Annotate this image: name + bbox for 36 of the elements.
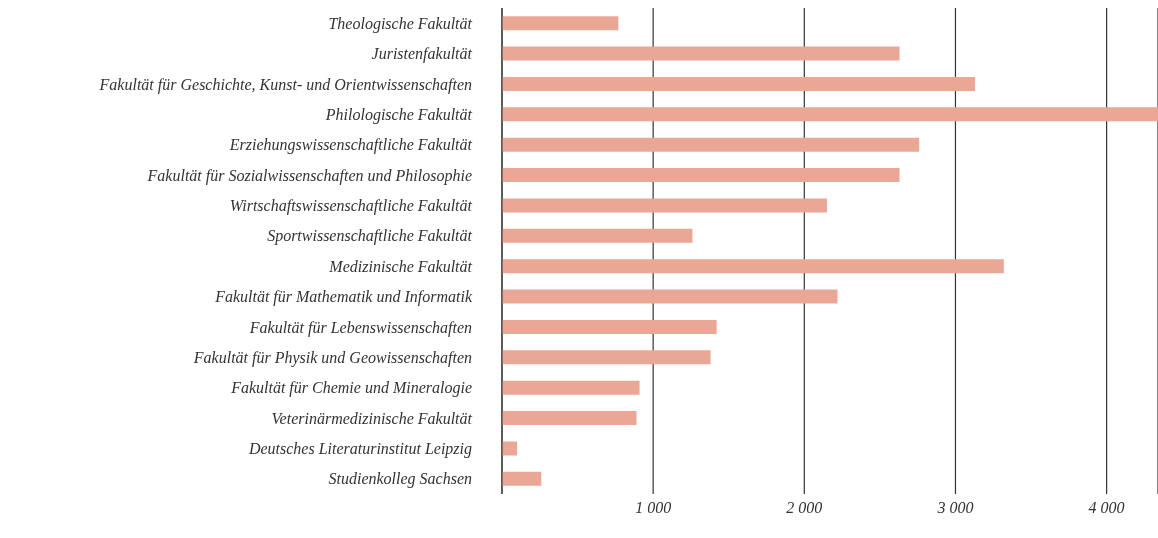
bar: [502, 16, 619, 31]
y-tick-label: Veterinärmedizinische Fakultät: [271, 409, 473, 427]
x-tick-label: 4 000: [1088, 499, 1125, 517]
x-tick-label: 1 000: [635, 499, 672, 517]
bar: [502, 380, 640, 395]
bar: [502, 137, 920, 152]
bar: [502, 289, 838, 304]
bar: [502, 471, 542, 486]
y-tick-label: Fakultät für Mathematik und Informatik: [214, 288, 473, 307]
y-tick-label: Erziehungswissenschaftliche Fakultät: [228, 136, 473, 155]
y-tick-label: Medizinische Fakultät: [328, 257, 473, 275]
bar: [502, 228, 693, 243]
x-tick-label: 2 000: [786, 499, 823, 517]
bar: [502, 76, 976, 91]
bar: [502, 259, 1004, 274]
bar: [502, 350, 711, 365]
bar: [502, 319, 717, 334]
bar: [502, 441, 518, 456]
bar: [502, 107, 1158, 122]
y-tick-label: Theologische Fakultät: [328, 14, 473, 33]
y-tick-label: Fakultät für Chemie und Mineralogie: [230, 379, 472, 398]
y-tick-label: Philologische Fakultät: [324, 105, 473, 124]
y-tick-label: Fakultät für Geschichte, Kunst- und Orientwissenschaften: [98, 75, 472, 94]
bar: [502, 198, 827, 213]
bar: [502, 168, 900, 183]
y-tick-label: Wirtschaftswissenschaftliche Fakultät: [229, 197, 473, 216]
bar: [502, 46, 900, 61]
y-tick-label: Sportwissenschaftliche Fakultät: [267, 227, 473, 246]
y-tick-label: Studienkolleg Sachsen: [328, 470, 472, 489]
y-tick-label: Juristenfakultät: [371, 45, 473, 64]
y-tick-label: Fakultät für Sozialwissenschaften und Philosophie: [146, 166, 472, 185]
x-tick-label: 3 000: [936, 499, 974, 517]
y-tick-label: Fakultät für Lebenswissenschaften: [248, 318, 472, 337]
y-tick-label: Deutsches Literaturinstitut Leipzig: [247, 440, 472, 459]
bar: [502, 411, 637, 426]
y-tick-label: Fakultät für Physik und Geowissenschaften: [192, 348, 472, 367]
